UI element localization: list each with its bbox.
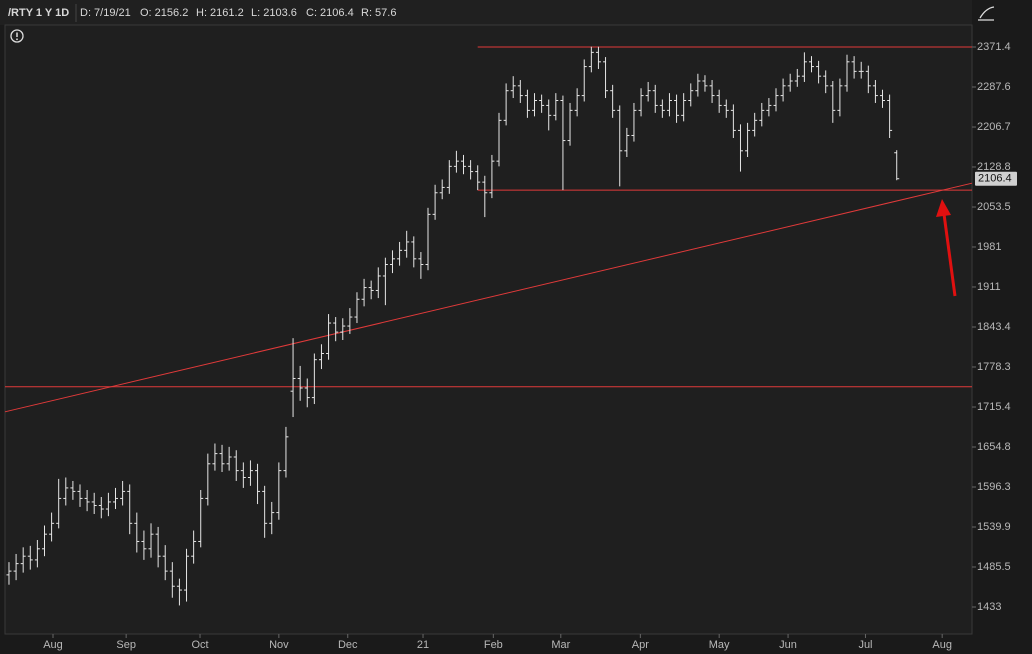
last-price-label: 2106.4 <box>978 173 1012 185</box>
y-tick-label: 2128.8 <box>977 161 1011 173</box>
x-tick-label: Jul <box>858 639 872 651</box>
y-tick-label: 1654.8 <box>977 441 1011 453</box>
x-tick-label: Feb <box>484 639 503 651</box>
x-tick-label: Apr <box>632 639 649 651</box>
field: H: 2161.2 <box>196 7 244 19</box>
x-tick-label: May <box>709 639 730 651</box>
last-price-box <box>975 171 1017 186</box>
y-tick-label: 1981 <box>977 241 1001 253</box>
x-tick-label: Dec <box>338 639 358 651</box>
x-tick-label: Mar <box>551 639 570 651</box>
header: /RTY 1 Y 1D D: 7/19/21 O: 2156.2 H: 2161… <box>8 4 396 22</box>
study-line <box>4 182 973 413</box>
field: L: 2103.6 <box>251 7 297 19</box>
field: D: 7/19/21 <box>80 7 131 19</box>
x-tick-label: Jun <box>779 639 797 651</box>
y-tick-label: 1485.5 <box>977 561 1011 573</box>
y-tick-label: 1911 <box>977 281 1001 293</box>
y-tick-label: 1778.3 <box>977 361 1011 373</box>
y-tick-label: 2053.5 <box>977 201 1011 213</box>
field: O: 2156.2 <box>140 7 188 19</box>
style-icon[interactable] <box>978 6 995 21</box>
symbol: /RTY 1 Y 1D <box>8 7 69 19</box>
y-tick-label: 2206.7 <box>977 121 1011 133</box>
field: C: 2106.4 <box>306 7 354 19</box>
x-tick-label: Sep <box>116 639 136 651</box>
x-tick-label: Aug <box>932 639 952 651</box>
x-tick-label: Nov <box>269 639 289 651</box>
x-tick-label: 21 <box>417 639 429 651</box>
arrow-shaft <box>942 213 957 297</box>
y-tick-label: 1539.9 <box>977 521 1011 533</box>
info-icon-dot <box>16 38 18 41</box>
field: R: 57.6 <box>361 7 396 19</box>
header-bar <box>0 0 972 25</box>
y-tick-label: 1843.4 <box>977 321 1011 333</box>
info-icon[interactable] <box>10 29 24 43</box>
x-tick-label: Oct <box>191 639 208 651</box>
x-tick-label: Aug <box>43 639 63 651</box>
y-tick-label: 2371.4 <box>977 41 1011 53</box>
plot-area <box>4 24 973 635</box>
y-tick-label: 1433 <box>977 601 1001 613</box>
y-tick-label: 2287.6 <box>977 81 1011 93</box>
arrow-head <box>936 199 951 217</box>
y-tick-label: 1715.4 <box>977 401 1011 413</box>
y-tick-label: 1596.3 <box>977 481 1011 493</box>
marks: 1433 1485.5 1539.9 1596.3 1654.8 1715.4 1778.3… <box>4 41 1017 651</box>
